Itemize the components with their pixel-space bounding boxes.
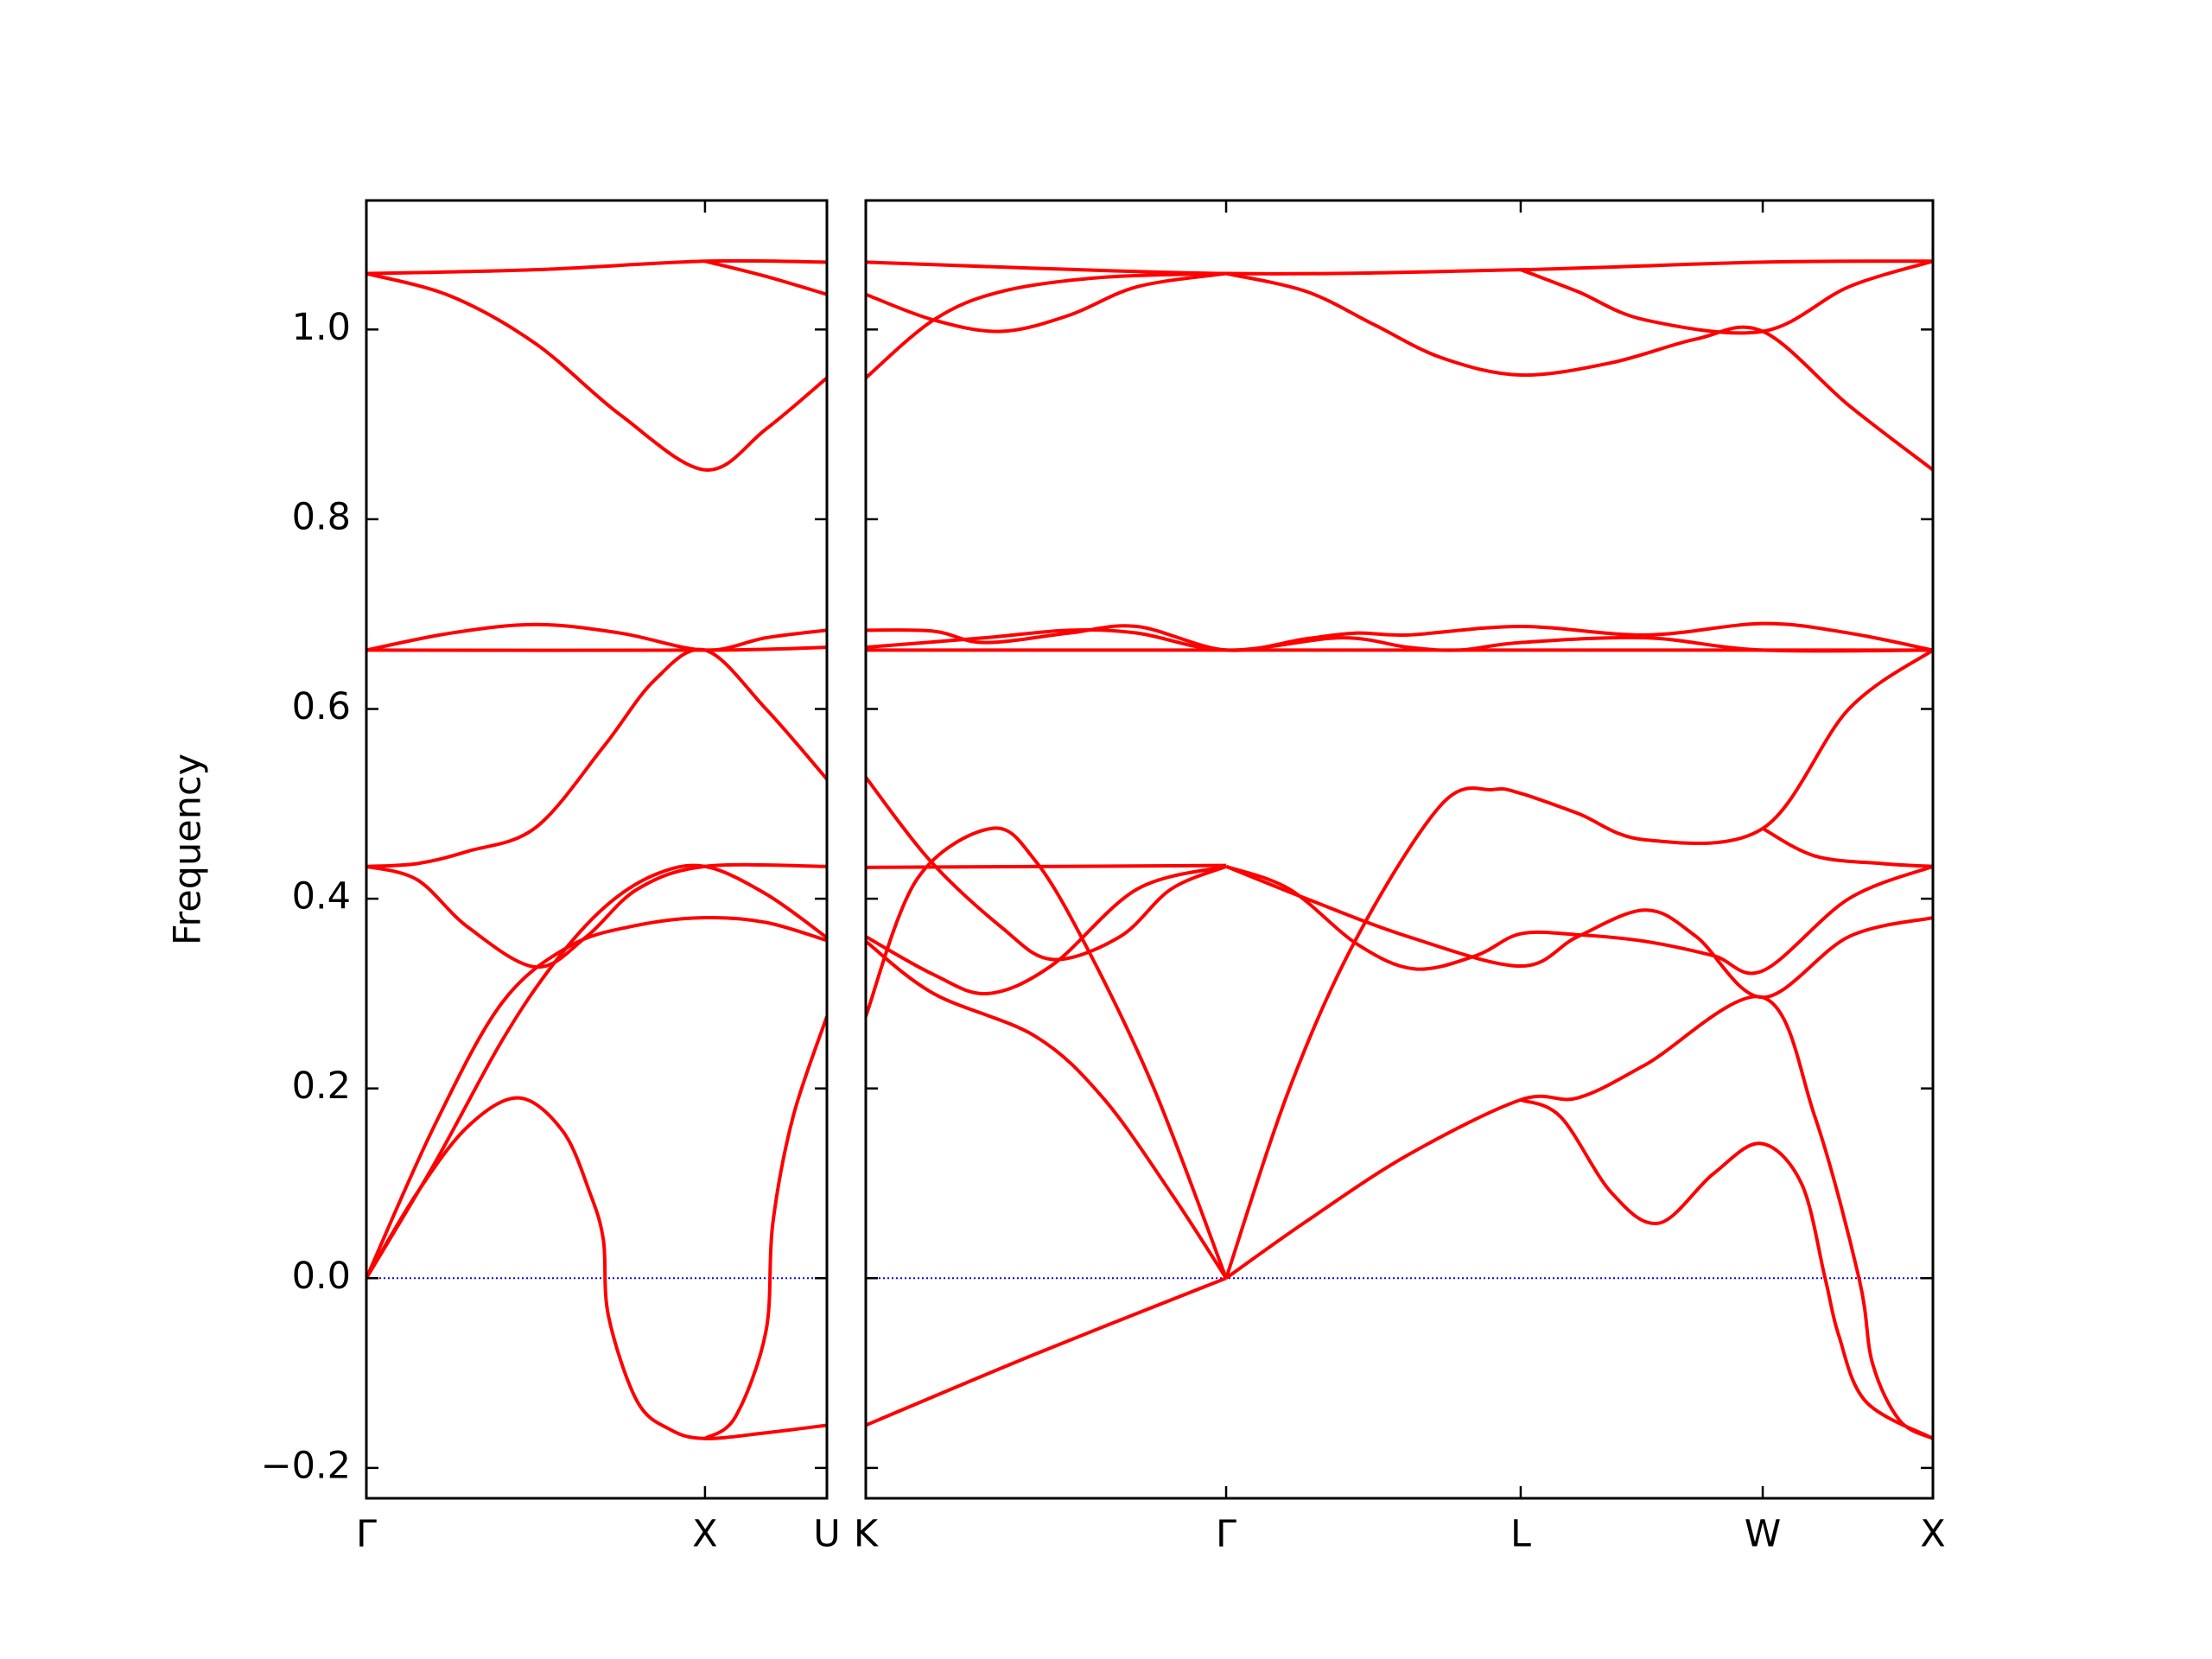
band-line (866, 826, 1228, 1279)
band-line (866, 259, 1933, 276)
x-tick-label: Γ (1216, 1513, 1236, 1556)
band-line (1224, 995, 1933, 1440)
band-line (866, 271, 1227, 379)
y-tick-label: 0.8 (292, 495, 351, 538)
band-line (1225, 271, 1933, 472)
band-line (866, 1276, 1227, 1427)
band-line (1225, 864, 1933, 976)
plot-frame (864, 199, 1935, 1500)
band-line (366, 271, 827, 472)
band-line (866, 271, 1227, 334)
y-tick-label: 1.0 (292, 306, 351, 349)
y-tick-label: 0.0 (292, 1255, 351, 1298)
band-line (366, 645, 827, 652)
band-line (866, 776, 1227, 962)
band-line (866, 864, 1227, 995)
band-line (366, 1096, 827, 1440)
y-axis-label: Frequency (167, 753, 210, 945)
band-line (703, 1015, 827, 1440)
band-line (1225, 864, 1933, 1000)
band-line (1762, 827, 1933, 868)
band-line (366, 622, 827, 652)
band-line (1224, 648, 1933, 1279)
band-line (1520, 1097, 1933, 1440)
band-line (366, 258, 827, 276)
band-line (866, 627, 1933, 653)
band-line (866, 621, 1933, 652)
y-tick-label: 0.2 (292, 1065, 351, 1108)
band-line (704, 259, 827, 296)
band-line (366, 915, 827, 1280)
y-tick-label: 0.4 (292, 875, 351, 918)
plot-frame (365, 199, 829, 1500)
band-line (366, 647, 827, 868)
band-line (866, 939, 1228, 1280)
x-tick-label: L (1510, 1513, 1531, 1556)
x-tick-label: Γ (356, 1513, 377, 1556)
x-tick-label: X (1920, 1513, 1945, 1556)
band-line (866, 863, 1227, 869)
y-tick-label: 0.6 (292, 685, 351, 728)
x-tick-label: K (854, 1513, 880, 1556)
x-tick-label: X (692, 1513, 717, 1556)
y-tick-label: −0.2 (261, 1444, 351, 1487)
band-line (1520, 259, 1933, 335)
x-tick-label: U (813, 1513, 840, 1556)
band-line (366, 863, 827, 1280)
x-tick-label: W (1745, 1513, 1782, 1556)
